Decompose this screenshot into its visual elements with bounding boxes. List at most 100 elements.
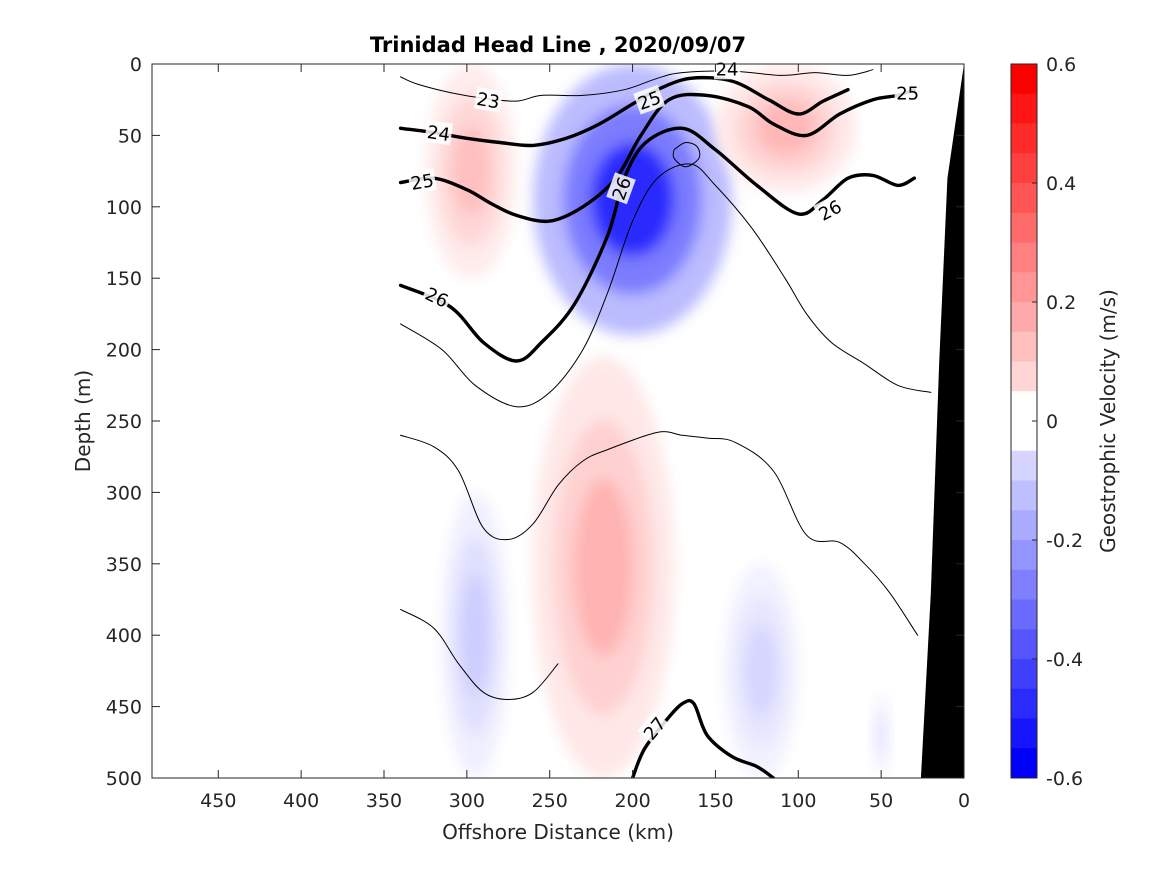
contour-label-bg <box>894 81 921 104</box>
y-tick-label: 300 <box>106 482 142 504</box>
velocity-core-pos-3 <box>533 356 674 778</box>
velocity-core-neg-4 <box>442 492 509 778</box>
velocity-level <box>745 625 777 716</box>
contour-label-bg <box>813 193 847 226</box>
colorbar-swatch <box>1011 540 1037 571</box>
y-tick-label: 250 <box>106 411 142 433</box>
colorbar-swatch <box>1011 688 1037 719</box>
contour-eddy <box>672 141 701 168</box>
contour-label: 23 <box>475 89 501 114</box>
colorbar-tick-label: 0 <box>1046 411 1058 433</box>
contour-label-bg <box>714 57 741 80</box>
colorbar-swatch <box>1011 450 1037 481</box>
x-tick-label: 350 <box>366 790 402 812</box>
x-tick-label: 200 <box>614 790 650 812</box>
contour-label-bg <box>633 84 666 115</box>
colorbar-swatch <box>1011 361 1037 392</box>
y-tick-label: 350 <box>106 554 142 576</box>
bathymetry <box>920 64 964 778</box>
x-tick-label: 100 <box>780 790 816 812</box>
contour-line-26.6 <box>400 431 919 636</box>
velocity-core-neg-6 <box>872 692 890 778</box>
y-axis-ticks: 0 50 100 150 200 250 300 350 400 450 500 <box>106 54 964 790</box>
x-axis-label: Offshore Distance (km) <box>442 820 674 844</box>
bathymetry-shape <box>920 64 964 778</box>
y-tick-label: 150 <box>106 268 142 290</box>
x-tick-label: 50 <box>869 790 893 812</box>
colorbar-swatch <box>1011 629 1037 660</box>
colorbar-swatch <box>1011 64 1037 95</box>
colorbar-swatch <box>1011 153 1037 184</box>
y-tick-label: 500 <box>106 768 142 790</box>
velocity-core-pos-2 <box>715 64 857 193</box>
contour-label-bg <box>606 172 636 205</box>
y-tick-label: 400 <box>106 625 142 647</box>
contour-label-group: 26 <box>606 172 636 205</box>
x-tick-label: 150 <box>697 790 733 812</box>
contour-label: 24 <box>426 122 452 146</box>
y-tick-label: 100 <box>106 197 142 219</box>
colorbar-swatch <box>1011 748 1037 779</box>
x-tick-label: 0 <box>958 790 970 812</box>
colorbar-swatch <box>1011 183 1037 214</box>
colorbar-swatch <box>1011 569 1037 600</box>
colorbar-swatch <box>1011 93 1037 124</box>
colorbar-label: Geostrophic Velocity (m/s) <box>1096 289 1120 553</box>
velocity-core-neg-5 <box>723 563 799 778</box>
contour-label-bg <box>407 168 437 195</box>
colorbar-swatch <box>1011 272 1037 303</box>
colorbar-swatch <box>1011 331 1037 362</box>
contour-label: 25 <box>409 170 435 195</box>
colorbar-swatch <box>1011 659 1037 690</box>
contour-label-group: 24 <box>424 119 454 146</box>
contour-label-bg <box>473 86 504 113</box>
y-tick-label: 50 <box>118 125 142 147</box>
contour-label-group: 25 <box>894 81 921 105</box>
colorbar-tick-label: -0.2 <box>1046 530 1083 552</box>
contour-label: 25 <box>896 84 919 105</box>
contour-label-bg <box>637 710 671 746</box>
colorbar-tick-label: -0.6 <box>1046 768 1083 790</box>
colorbar-tick-label: 0.2 <box>1046 292 1076 314</box>
velocity-level <box>573 478 634 656</box>
chart-title: Trinidad Head Line , 2020/09/07 <box>370 33 746 57</box>
contour-line-26.4 <box>400 163 932 408</box>
colorbar-tick-label: 0.4 <box>1046 173 1076 195</box>
x-axis-ticks: 450 400 350 300 250 200 150 100 50 0 <box>200 64 970 812</box>
contour-label-group: 25 <box>407 168 437 195</box>
colorbar-swatch <box>1011 480 1037 511</box>
contour-line-26.8 <box>400 608 559 700</box>
contour-label: 24 <box>716 59 739 80</box>
contour-label-bg <box>424 119 454 146</box>
colorbar-swatch <box>1011 510 1037 541</box>
contour-line-23 <box>400 69 874 102</box>
y-tick-label: 0 <box>130 54 142 76</box>
colorbar-swatch <box>1011 421 1037 452</box>
colorbar-swatch <box>1011 718 1037 749</box>
colorbar-tick-label: 0.6 <box>1046 54 1076 76</box>
contour-line-25 <box>398 88 916 224</box>
contour-label-bg <box>420 281 454 313</box>
velocity-level <box>877 717 885 754</box>
y-tick-label: 450 <box>106 697 142 719</box>
y-axis-label: Depth (m) <box>71 370 95 472</box>
velocity-level <box>461 575 490 696</box>
colorbar-swatch <box>1011 242 1037 273</box>
contour-label-group: 24 <box>714 57 741 80</box>
colorbar-swatch <box>1011 123 1037 154</box>
colorbar-swatch <box>1011 391 1037 422</box>
colorbar-swatch <box>1011 599 1037 630</box>
colorbar-tick-label: -0.4 <box>1046 649 1083 671</box>
x-tick-label: 300 <box>449 790 485 812</box>
contour-line-24 <box>398 75 850 148</box>
x-tick-label: 450 <box>200 790 236 812</box>
velocity-core-pos-0 <box>425 64 517 279</box>
x-tick-label: 400 <box>283 790 319 812</box>
x-tick-label: 250 <box>532 790 568 812</box>
velocity-level <box>451 126 491 217</box>
contour-label-group: 23 <box>473 86 504 114</box>
colorbar-swatch <box>1011 302 1037 333</box>
colorbar-ticks: 0.6 0.4 0.2 0 -0.2 -0.4 -0.6 <box>1032 54 1083 790</box>
y-tick-label: 200 <box>106 340 142 362</box>
